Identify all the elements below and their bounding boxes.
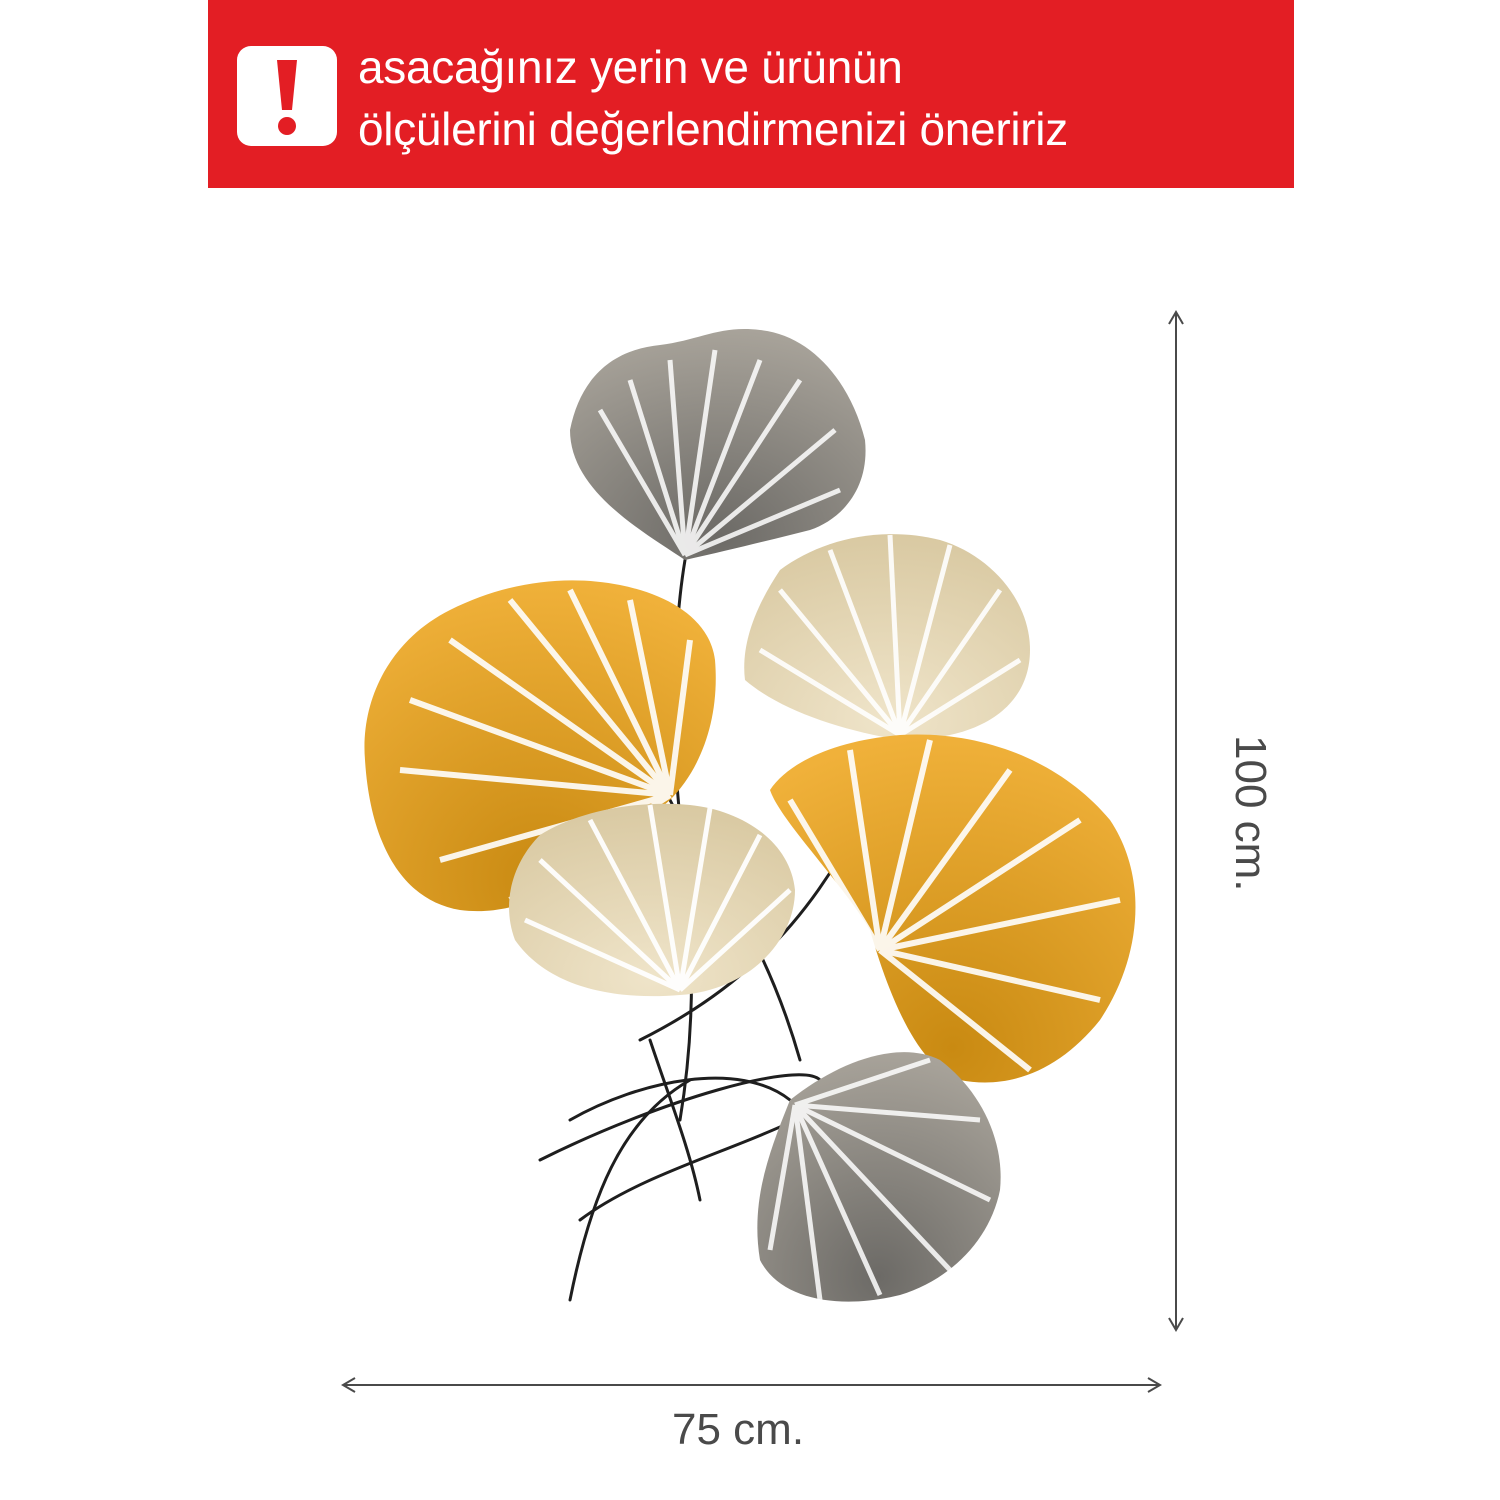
height-label: 100 cm.: [1226, 735, 1275, 892]
warning-line-1: asacağınız yerin ve ürünün: [358, 41, 903, 93]
leaf-gold-right: [770, 734, 1136, 1083]
leaf-cream-center: [509, 803, 795, 997]
warning-line-2: ölçülerini değerlendirmenizi öneririz: [358, 103, 1068, 155]
warning-banner: asacağınız yerin ve ürünün ölçülerini de…: [208, 0, 1294, 188]
leaf-gray-top: [570, 328, 866, 560]
leaf-cream-right: [744, 534, 1030, 740]
leaf-gray-bottom: [757, 1052, 1001, 1302]
ginkgo-leaf-wall-art-image: [364, 328, 1136, 1302]
width-label: 75 cm.: [672, 1405, 805, 1454]
warning-text: asacağınız yerin ve ürünün ölçülerini de…: [358, 36, 1288, 160]
exclamation-icon: [237, 46, 337, 146]
